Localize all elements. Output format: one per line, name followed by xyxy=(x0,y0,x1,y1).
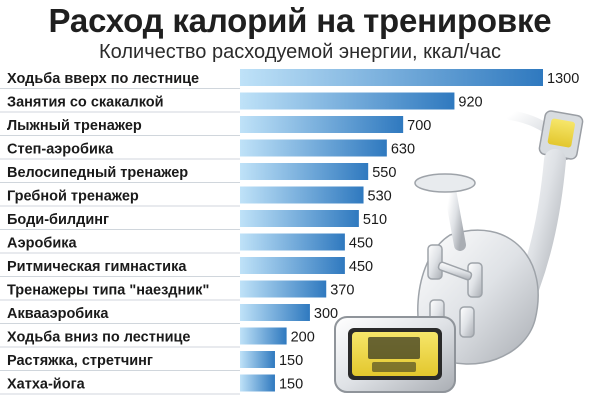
bar xyxy=(240,186,364,204)
bar xyxy=(240,139,387,157)
bar xyxy=(240,116,404,133)
stopwatch-icon xyxy=(334,316,456,393)
value-label: 920 xyxy=(458,95,482,111)
exercise-bike-illustration xyxy=(334,110,586,393)
chart-title: Расход калорий на тренировке xyxy=(48,2,552,39)
category-label: Ходьба вниз по лестнице xyxy=(7,330,191,346)
category-label: Аквааэробика xyxy=(7,306,109,322)
value-label: 550 xyxy=(372,165,396,181)
category-label: Степ-аэробика xyxy=(7,142,114,158)
bar xyxy=(240,233,345,251)
category-label: Аэробика xyxy=(7,236,77,252)
category-label: Ритмическая гимнастика xyxy=(7,259,187,275)
value-label: 200 xyxy=(291,330,315,346)
bar xyxy=(240,210,359,227)
chart-subtitle: Количество расходуемой энергии, ккал/час xyxy=(99,41,501,63)
value-label: 1300 xyxy=(547,71,579,87)
category-label: Боди-билдинг xyxy=(7,212,109,228)
category-label: Велосипедный тренажер xyxy=(7,165,188,181)
bar xyxy=(240,69,543,86)
value-label: 150 xyxy=(279,353,303,369)
category-label: Растяжка, стретчинг xyxy=(7,353,153,369)
bar xyxy=(240,257,345,274)
category-label: Лыжный тренажер xyxy=(7,118,142,134)
value-label: 370 xyxy=(330,283,354,299)
value-label: 700 xyxy=(407,118,431,134)
bar xyxy=(240,374,275,392)
category-label: Хатха-йога xyxy=(7,377,86,393)
value-label: 510 xyxy=(363,212,387,228)
value-label: 450 xyxy=(349,259,373,275)
value-label: 530 xyxy=(368,189,392,205)
category-label: Занятия со скакалкой xyxy=(7,95,164,111)
bar xyxy=(240,163,369,180)
category-label: Тренажеры типа "наездник" xyxy=(7,283,209,299)
category-label: Гребной тренажер xyxy=(7,189,139,205)
bar xyxy=(240,327,287,345)
bar xyxy=(240,351,275,368)
value-label: 150 xyxy=(279,377,303,393)
value-label: 630 xyxy=(391,142,415,158)
value-label: 450 xyxy=(349,236,373,252)
bar xyxy=(240,280,327,298)
category-label: Ходьба вверх по лестнице xyxy=(7,71,199,87)
bar xyxy=(240,304,310,321)
bar xyxy=(240,92,455,110)
value-label: 300 xyxy=(314,306,338,322)
